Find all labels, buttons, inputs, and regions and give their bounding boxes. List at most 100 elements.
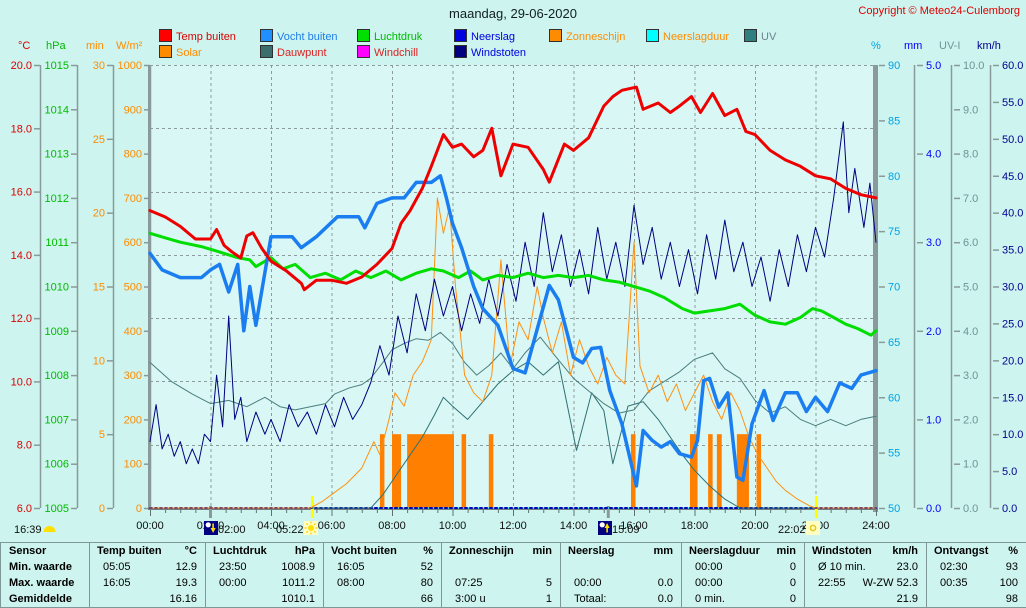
axis-w-m-: 0 100 200 300 400 500 600 700 800 900 1000 bbox=[118, 60, 152, 515]
table-header-cell: Neerslagduur bbox=[689, 545, 760, 557]
axis-tick-label: 200 bbox=[124, 414, 142, 426]
table-header-cell: min bbox=[776, 545, 796, 557]
legend-item-zonneschijn: Zonneschijn bbox=[549, 29, 625, 43]
table-column bbox=[560, 543, 682, 607]
table-header-cell: % bbox=[1008, 545, 1018, 557]
legend-swatch-temp-buiten bbox=[159, 29, 172, 42]
axis-tick-label: 500 bbox=[124, 282, 142, 294]
table-column bbox=[89, 543, 206, 607]
table-cell: 1010.1 bbox=[281, 593, 315, 605]
legend-item-neerslag: Neerslag bbox=[454, 29, 515, 43]
axis-tick-label: 400 bbox=[124, 326, 142, 338]
plot-left-border bbox=[148, 65, 151, 508]
axis-tick-label: 60 bbox=[888, 392, 900, 404]
axis-tick-label: 9.0 bbox=[963, 104, 978, 116]
legend-item-neerslagduur: Neerslagduur bbox=[646, 29, 729, 43]
table-cell: 80 bbox=[420, 577, 433, 589]
axis-tick-label: 5.0 bbox=[963, 282, 978, 294]
axis-tick-label: 00:00 bbox=[136, 520, 164, 532]
sunrise-icon bbox=[303, 521, 318, 536]
axis-unit-min: min bbox=[86, 40, 104, 52]
axis-tick-label: 6.0 bbox=[963, 237, 978, 249]
series-temp-buiten bbox=[148, 85, 878, 292]
axis-tick-label: 20:00 bbox=[741, 520, 769, 532]
table-cell: W-ZW 52.3 bbox=[862, 577, 918, 589]
table-header-cell: Vocht buiten bbox=[331, 545, 397, 557]
table-column bbox=[323, 543, 442, 607]
axis-tick-label: 12:00 bbox=[499, 520, 527, 532]
astro-marker-15-09: 15:09 bbox=[598, 521, 640, 536]
axis-tick-label: 04:00 bbox=[257, 520, 285, 532]
axis-tick-label: 8.0 bbox=[17, 440, 32, 452]
table-cell: 00:00 bbox=[219, 577, 247, 589]
astro-marker-22-02: 22:02 bbox=[778, 521, 820, 536]
legend-swatch-luchtdruk bbox=[357, 29, 370, 42]
legend-item-solar: Solar bbox=[159, 45, 202, 59]
legend-swatch-zonneschijn bbox=[549, 29, 562, 42]
table-column bbox=[441, 543, 561, 607]
copyright: Copyright © Meteo24-Culemborg bbox=[858, 5, 1020, 17]
legend-item-vocht-buiten: Vocht buiten bbox=[260, 29, 338, 43]
axis-tick-label: 900 bbox=[124, 104, 142, 116]
table-cell: 16.16 bbox=[169, 593, 197, 605]
table-header-cell: °C bbox=[184, 545, 197, 557]
axis-tick-label: 24:00 bbox=[862, 520, 890, 532]
axis-tick-label: 2.0 bbox=[963, 414, 978, 426]
axis-tick-label: 10.0 bbox=[963, 60, 984, 72]
weather-chart: 6.08.010.012.014.016.018.020.01005100610… bbox=[11, 60, 1024, 532]
axis-tick-label: 100 bbox=[124, 459, 142, 471]
axis-tick-label: 16:00 bbox=[620, 520, 648, 532]
moon-event-tick bbox=[606, 506, 610, 518]
table-header-cell: Sensor bbox=[9, 545, 47, 557]
axis-min: 0 5 10 15 20 25 30 bbox=[93, 60, 115, 515]
legend-swatch-uv bbox=[744, 29, 757, 42]
axis-tick-label: 10.0 bbox=[11, 376, 32, 388]
axis-tick-label: 300 bbox=[124, 370, 142, 382]
legend-label: Solar bbox=[176, 47, 202, 59]
table-cell: 00:00 bbox=[574, 577, 602, 589]
table-cell: 52 bbox=[420, 561, 433, 573]
table-cell: 0.0 bbox=[657, 593, 673, 605]
axis-tick-label: 600 bbox=[124, 237, 142, 249]
axis-tick-label: 65 bbox=[888, 337, 900, 349]
axis-unit-km-h: km/h bbox=[977, 40, 1001, 52]
axis-tick-label: 30.0 bbox=[1002, 282, 1023, 294]
table-header-cell: Zonneschijn bbox=[449, 545, 514, 557]
axis-tick-label: 50 bbox=[888, 503, 900, 515]
axis-tick-label: 20 bbox=[93, 208, 105, 220]
sunset-icon bbox=[805, 521, 820, 536]
legend-item-windstoten: Windstoten bbox=[454, 45, 526, 59]
axis-tick-label: 55 bbox=[888, 448, 900, 460]
table-cell: 3:00 u bbox=[455, 593, 486, 605]
table-cell: Min. waarde bbox=[9, 561, 72, 573]
axis-tick-label: 60.0 bbox=[1002, 60, 1023, 72]
plot-right-border bbox=[873, 65, 878, 512]
legend-item-windchill: Windchill bbox=[357, 45, 418, 59]
axis-tick-label: 18:00 bbox=[681, 520, 709, 532]
astro-time: 15:09 bbox=[612, 524, 640, 536]
legend-swatch-windchill bbox=[357, 45, 370, 58]
axis-tick-label: 1005 bbox=[45, 503, 69, 515]
axis-tick-label: 40.0 bbox=[1002, 208, 1023, 220]
table-cell: 00:00 bbox=[695, 561, 723, 573]
legend-swatch-neerslagduur bbox=[646, 29, 659, 42]
axis-tick-label: 1.0 bbox=[963, 459, 978, 471]
astro-marker-05-22: 05:22 bbox=[276, 521, 318, 536]
table-cell: 16:05 bbox=[103, 577, 131, 589]
table-cell: 0 bbox=[789, 577, 796, 589]
axis-tick-label: 35.0 bbox=[1002, 245, 1023, 257]
axis-tick-label: 4.0 bbox=[926, 149, 941, 161]
table-cell: 23:50 bbox=[219, 561, 247, 573]
axis-tick-label: 75 bbox=[888, 226, 900, 238]
table-cell: Totaal: bbox=[574, 593, 607, 605]
legend-item-temp-buiten: Temp buiten bbox=[159, 29, 236, 43]
table-cell: 12.9 bbox=[175, 561, 197, 573]
legend-swatch-windstoten bbox=[454, 45, 467, 58]
series-solar bbox=[149, 197, 877, 509]
axis-tick-label: 6.0 bbox=[17, 503, 32, 515]
astro-time: 16:39 bbox=[14, 524, 42, 536]
axis-tick-label: 12.0 bbox=[11, 313, 32, 325]
summary-table: Sensor Min. waarde Max. waarde Gemiddelde Te… bbox=[0, 542, 1026, 608]
legend-label: Vocht buiten bbox=[277, 31, 338, 43]
